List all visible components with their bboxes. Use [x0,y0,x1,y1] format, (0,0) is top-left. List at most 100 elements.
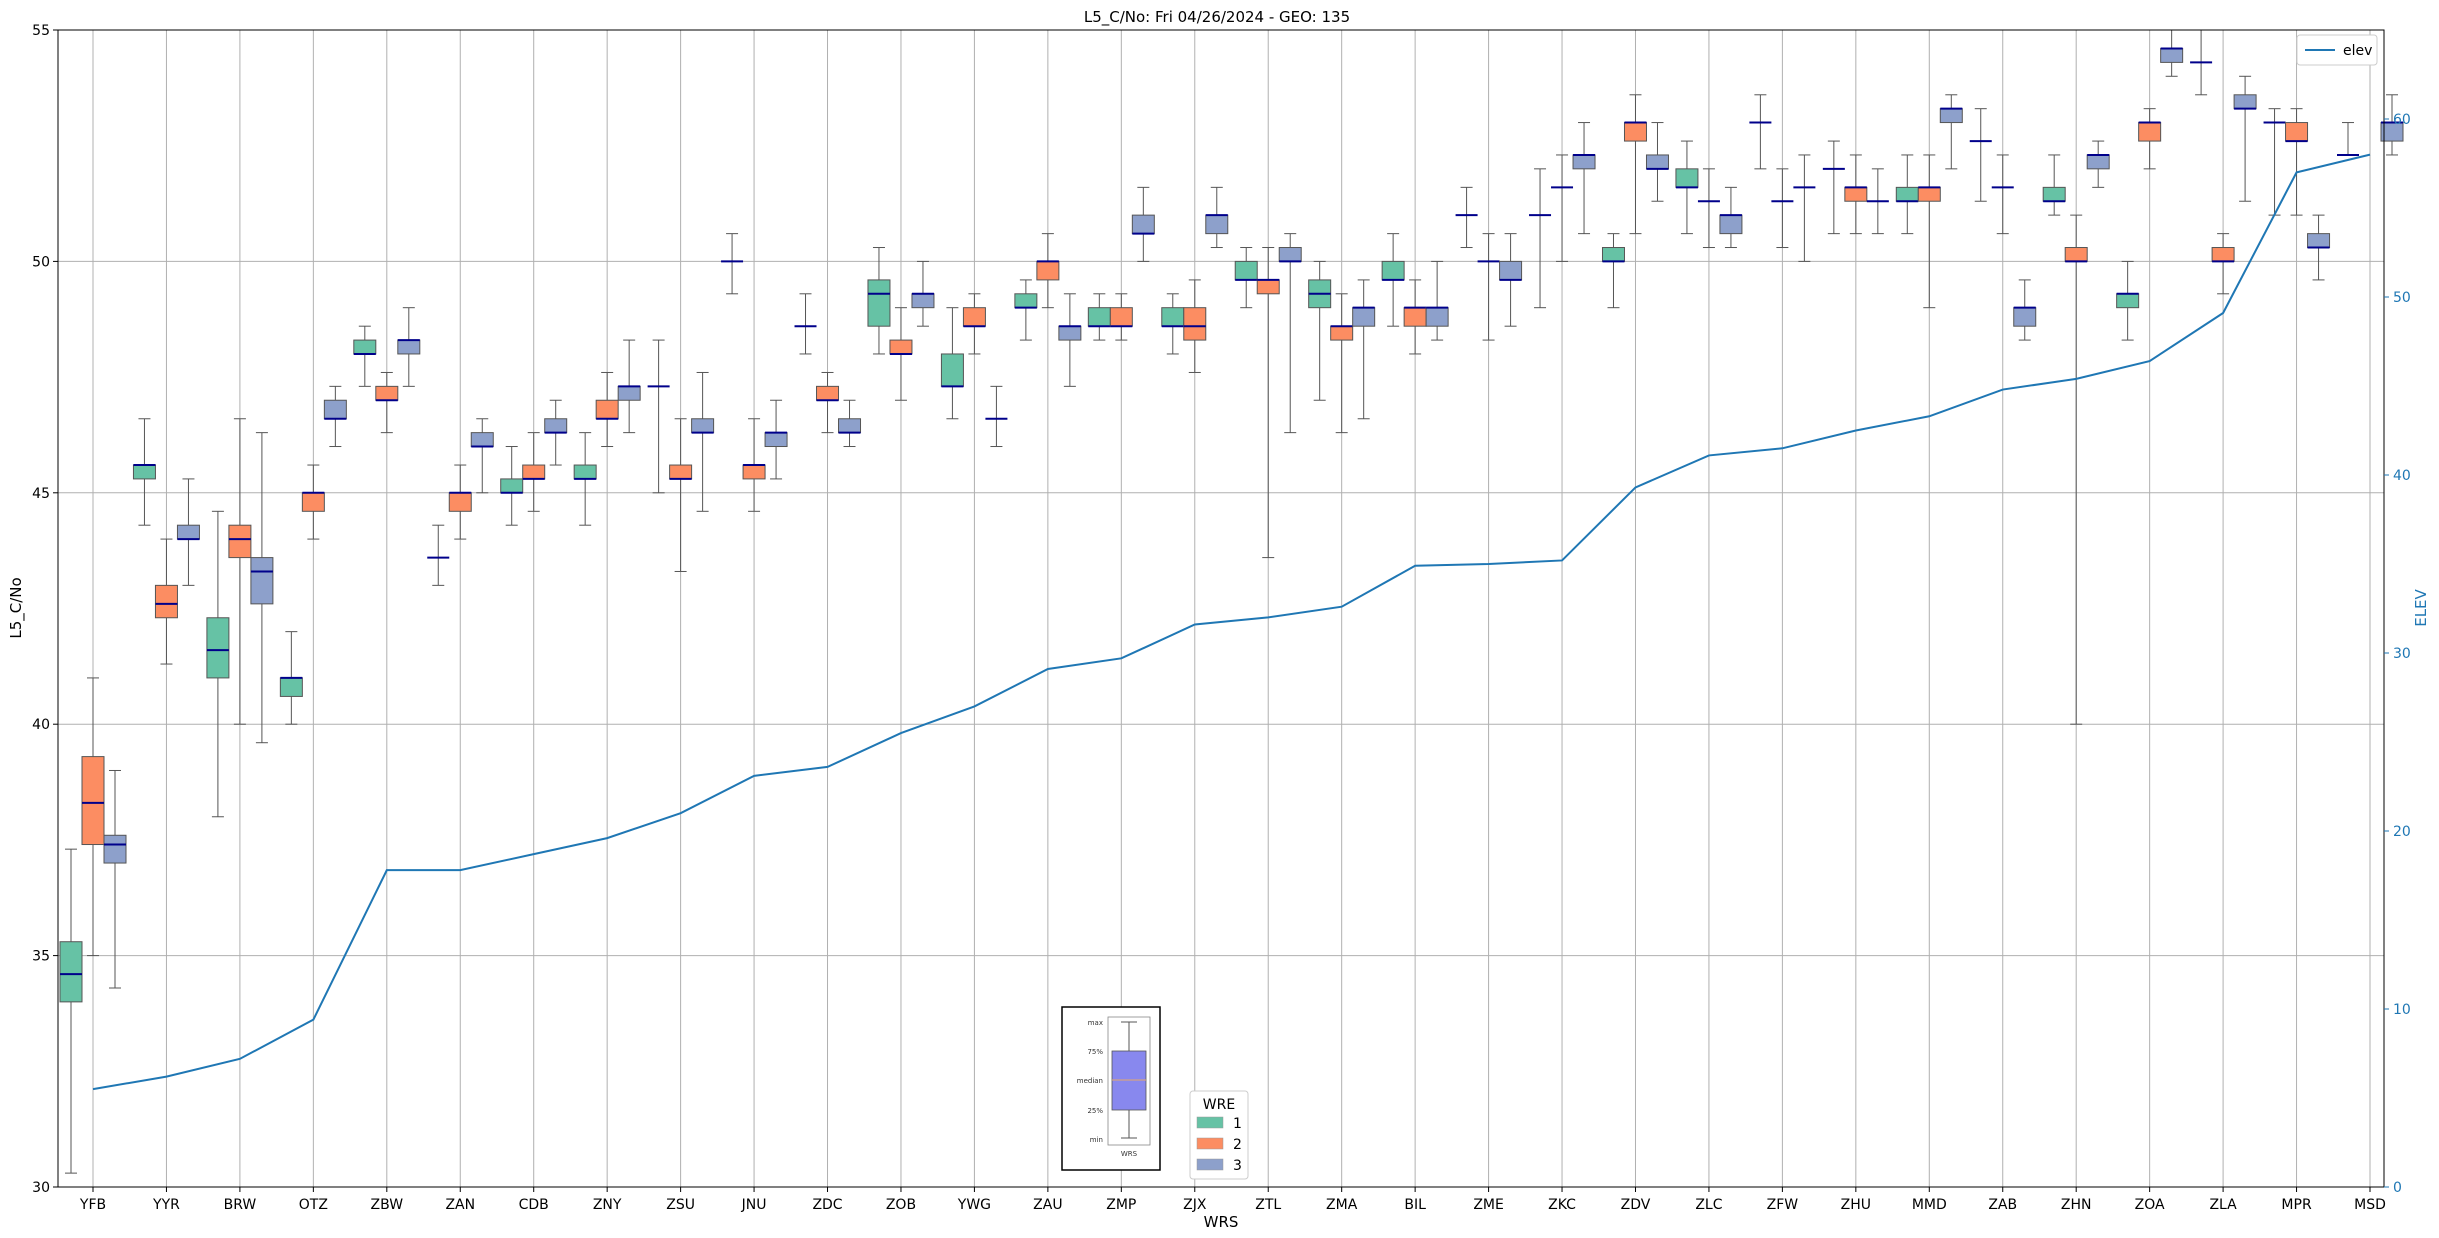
y-tick-label: 35 [32,949,50,965]
x-tick-label: ZAN [445,1197,475,1213]
x-tick-label: ZNY [593,1197,622,1213]
box-body [962,307,986,327]
y2-tick-label: 20 [2393,824,2411,840]
key-caption: WRS [1121,1150,1138,1158]
box-body [2211,247,2235,262]
box-body [1352,307,1376,327]
box-body [1425,307,1449,327]
box-body [940,353,964,387]
box-body [323,399,347,420]
box-body [1036,260,1060,281]
x-tick-label: ZHN [2061,1197,2092,1213]
box-body [1623,122,1647,142]
y2-tick-label: 10 [2393,1002,2411,1018]
x-tick-label: ZMA [1326,1197,1358,1213]
grid-lines [58,30,2384,1187]
box-body [1109,307,1133,327]
x-tick-label: ZBW [371,1197,404,1213]
elev-line [92,153,2371,1091]
x-tick-label: ZFW [1767,1197,1799,1213]
key-inner-frame [1107,1016,1151,1146]
box-body [1234,260,1258,281]
wre-legend-label-1: 1 [1233,1116,1242,1132]
key-label-q1: 25% [1087,1107,1103,1115]
box-body [1645,154,1669,170]
key-label-median: median [1077,1077,1103,1085]
x-tick-label: YWG [957,1197,991,1213]
box-body [816,385,840,401]
box-body [470,432,494,448]
box-body [742,464,766,480]
x-tick-label: MPR [2281,1197,2312,1213]
box-body [1499,260,1523,281]
box-body [1014,293,1038,309]
box-body [375,385,399,401]
x-tick-label: ZHU [1841,1197,1871,1213]
x-axis-label: WRS [1204,1213,1239,1231]
x-tick-label: ZAB [1988,1197,2017,1213]
y2-tick-label: 40 [2393,468,2411,484]
box-body [595,399,619,420]
box-body [103,834,127,864]
box-body [250,557,274,605]
x-tick-label: CDB [519,1197,549,1213]
box-body [669,464,693,480]
box-body [522,464,546,480]
box-body [2307,233,2331,249]
box-body [1183,307,1207,341]
box-body [353,339,377,355]
box-body [1058,325,1082,341]
x-tick-label: ZAU [1033,1197,1062,1213]
y2-tick-label: 60 [2393,112,2411,128]
wre-legend-swatch-1 [1196,1116,1224,1129]
y-tick-label: 30 [32,1180,50,1196]
box-body [1278,247,1302,262]
x-tick-label: OTZ [299,1197,328,1213]
y2-tick-label: 30 [2393,646,2411,662]
box-body [2064,247,2088,262]
key-label-max: max [1088,1019,1103,1027]
x-axis-ticks: YFB YYR BRW OTZ ZBW ZAN CDB ZNY ZSU JNU ZDC ZOB YWG Z… [79,1187,2386,1213]
box-body [206,617,230,679]
box-body [59,941,83,1003]
box-body [81,756,105,846]
box-body [500,478,524,494]
box-plots [59,29,2404,1174]
box-body [1403,307,1427,327]
box-body [1205,214,1229,235]
box-body [889,339,913,355]
box-body [617,385,641,401]
x-tick-label: BIL [1404,1197,1426,1213]
x-tick-label: ZKC [1548,1197,1576,1213]
wre-legend-label-3: 3 [1233,1158,1242,1174]
wre-legend-swatch-2 [1196,1137,1224,1150]
box-body [2042,186,2066,202]
plot-frame [57,29,2385,1188]
box-body [2116,293,2140,309]
box-body [867,279,891,327]
box-body [573,464,597,480]
y-axis-ticks: 30 35 40 45 50 55 [32,23,58,1196]
box-body [301,492,325,512]
x-tick-label: ZLC [1695,1197,1722,1213]
box-body [1844,186,1868,202]
x-tick-label: YFB [79,1197,106,1213]
x-tick-label: ZJX [1183,1197,1207,1213]
y-tick-label: 50 [32,254,50,270]
box-body [1895,186,1919,202]
x-tick-label: ZLA [2209,1197,2237,1213]
x-tick-label: YYR [152,1197,180,1213]
box-body [544,418,568,434]
box-body [1131,214,1155,235]
box-body [1381,260,1405,281]
wre-legend-swatch-3 [1196,1158,1224,1171]
x-tick-label: ZDC [812,1197,842,1213]
x-tick-label: ZME [1473,1197,1504,1213]
box-body [1601,247,1625,262]
box-body [2138,122,2162,142]
box-body [154,584,178,619]
box-body [279,677,303,697]
y-tick-label: 40 [32,717,50,733]
box-body [1256,279,1280,295]
